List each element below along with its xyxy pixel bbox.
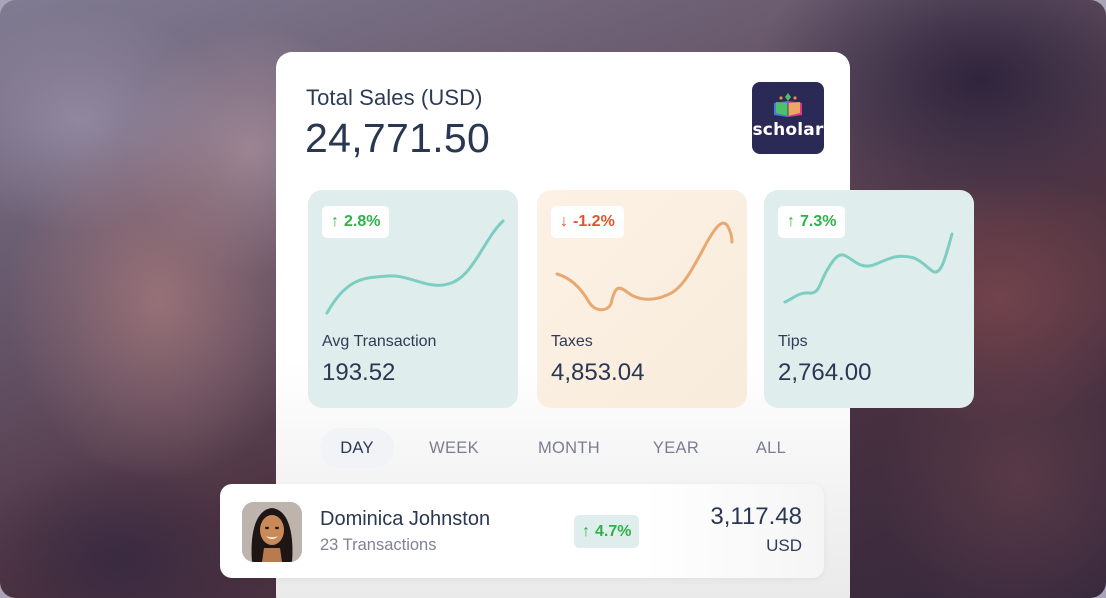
- stat-value: 2,764.00: [778, 359, 872, 386]
- stat-label: Avg Transaction: [322, 333, 437, 350]
- stat-card-tips[interactable]: ↑ 7.3% Tips 2,764.00: [764, 190, 974, 408]
- stat-label: Taxes: [551, 333, 593, 350]
- tab-day[interactable]: DAY: [320, 428, 394, 468]
- change-value: 4.7%: [595, 522, 632, 540]
- person-photo-icon: [242, 502, 302, 562]
- change-value: 2.8%: [344, 213, 381, 230]
- stat-card-taxes[interactable]: ↓ -1.2% Taxes 4,853.04: [537, 190, 747, 408]
- transaction-count: 23 Transactions: [320, 536, 437, 554]
- transaction-currency: USD: [766, 536, 802, 555]
- customer-name: Dominica Johnston: [320, 508, 491, 530]
- transaction-row[interactable]: Dominica Johnston 23 Transactions ↑ 4.7%…: [220, 484, 824, 578]
- total-sales-value: 24,771.50: [305, 115, 491, 161]
- change-badge: ↑ 7.3%: [778, 206, 846, 238]
- change-value: 7.3%: [800, 213, 837, 230]
- stat-value: 4,853.04: [551, 359, 645, 386]
- book-icon: [774, 93, 802, 117]
- logo-text: scholar: [752, 120, 824, 140]
- stat-label: Tips: [778, 333, 808, 350]
- tab-year[interactable]: YEAR: [652, 438, 700, 457]
- sparkline-chart: [325, 219, 505, 315]
- change-badge: ↑ 4.7%: [574, 515, 640, 548]
- avatar: [242, 502, 302, 562]
- stat-value: 193.52: [322, 359, 396, 386]
- sparkline-chart: [555, 221, 734, 312]
- tab-all[interactable]: ALL: [755, 438, 787, 457]
- change-value: -1.2%: [573, 213, 615, 230]
- scholar-logo: scholar: [752, 82, 824, 154]
- change-badge: ↑ 2.8%: [322, 206, 390, 238]
- total-sales-label: Total Sales (USD): [306, 85, 483, 110]
- transaction-amount: 3,117.48: [710, 503, 802, 530]
- sparkline-chart: [783, 232, 954, 304]
- arrow-up-icon: ↑: [787, 213, 795, 230]
- arrow-up-icon: ↑: [331, 213, 339, 230]
- stat-card-avg-transaction[interactable]: ↑ 2.8% Avg Transaction 193.52: [308, 190, 518, 408]
- arrow-up-icon: ↑: [582, 522, 590, 540]
- tab-month[interactable]: MONTH: [538, 438, 600, 457]
- arrow-down-icon: ↓: [560, 213, 568, 230]
- period-tabs: DAY WEEK MONTH YEAR ALL: [320, 428, 814, 468]
- change-badge: ↓ -1.2%: [551, 206, 624, 238]
- tab-week[interactable]: WEEK: [429, 438, 479, 457]
